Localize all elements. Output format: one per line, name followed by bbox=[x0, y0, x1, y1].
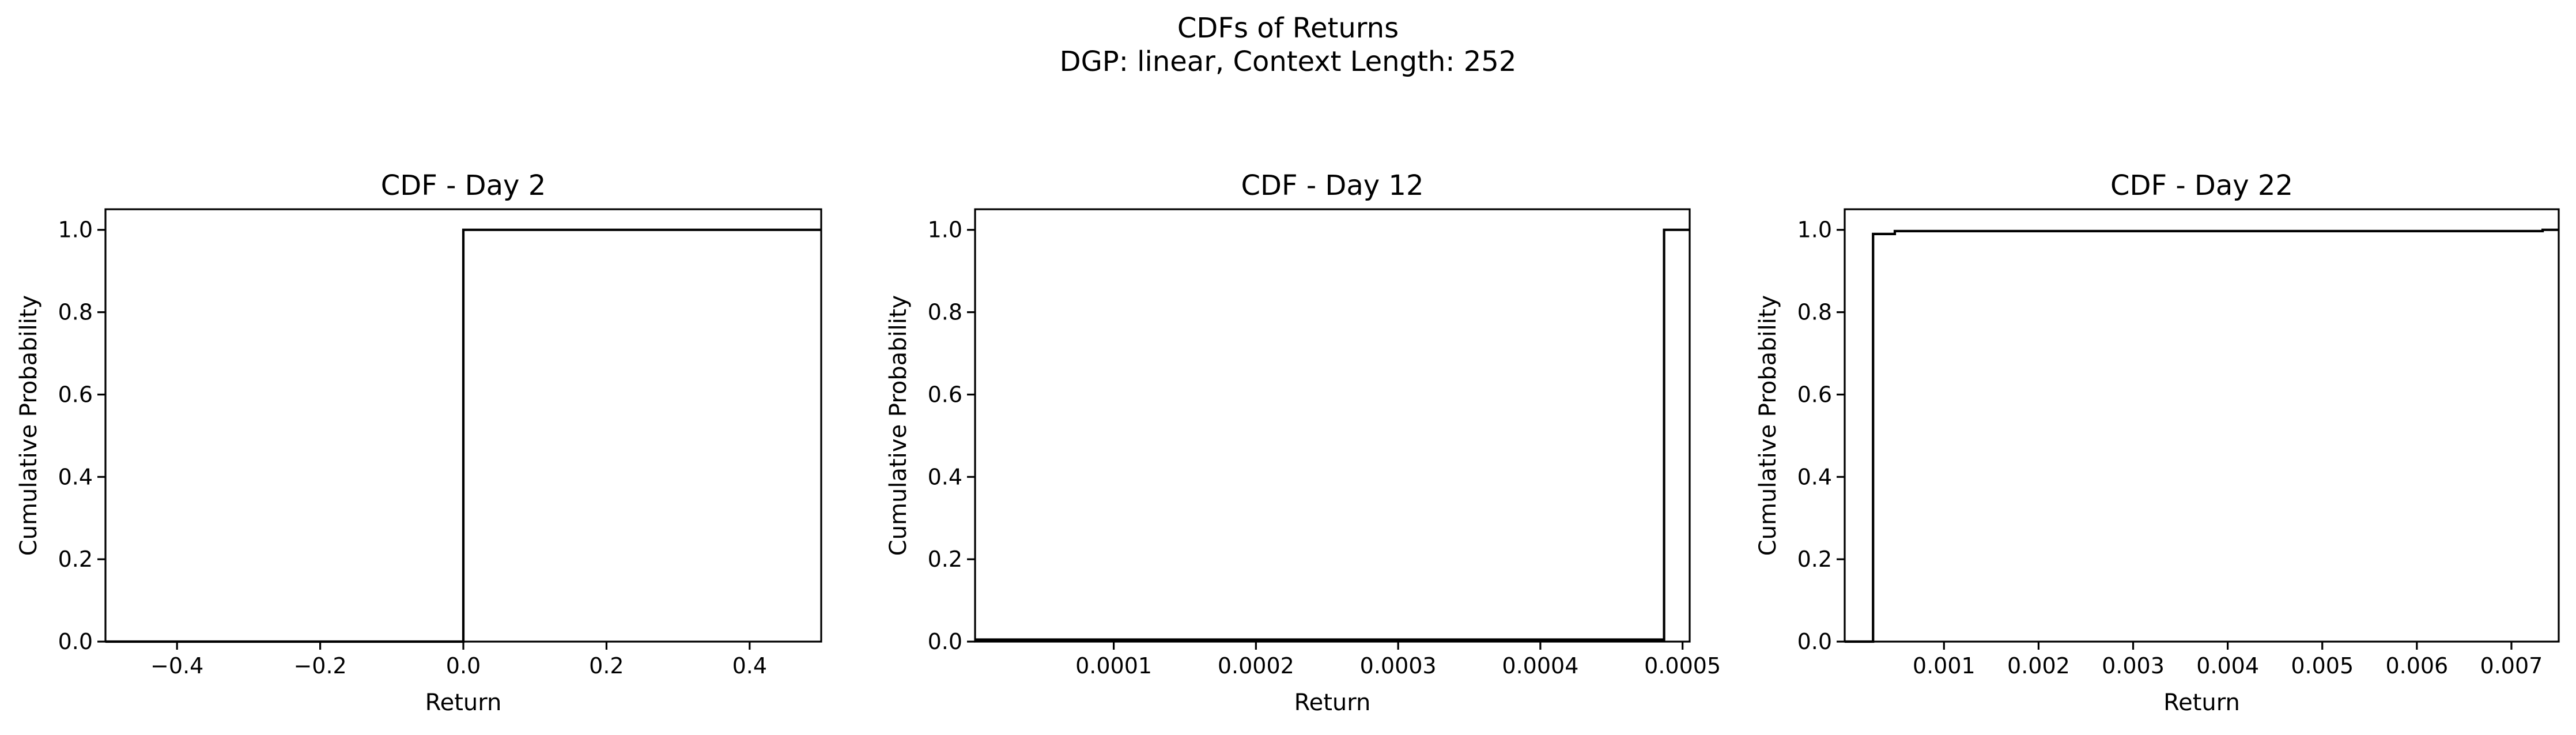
x-tick-label: 0.0001 bbox=[1075, 653, 1152, 679]
x-tick-label: 0.4 bbox=[732, 653, 767, 679]
y-tick-label: 0.0 bbox=[58, 629, 93, 654]
panel-title: CDF - Day 2 bbox=[381, 169, 546, 202]
y-axis-label: Cumulative Probability bbox=[885, 295, 912, 556]
y-tick-label: 1.0 bbox=[1797, 217, 1832, 243]
x-tick-label: 0.0 bbox=[446, 653, 481, 679]
y-axis-label: Cumulative Probability bbox=[1755, 295, 1781, 556]
chart-panels: −0.4 −0.2 0.0 0.2 0.4 0.0 0.2 0.4 0.6 0.8 1.0 CDF -… bbox=[16, 169, 2560, 716]
x-axis-label: Return bbox=[2163, 689, 2240, 716]
y-tick-label: 0.2 bbox=[1797, 546, 1832, 572]
x-tick-label: 0.2 bbox=[589, 653, 624, 679]
y-tick-label: 0.4 bbox=[58, 464, 93, 489]
x-tick-label: 0.0002 bbox=[1218, 653, 1294, 679]
y-tick-label: 1.0 bbox=[928, 217, 962, 243]
y-tick-label: 0.0 bbox=[1797, 629, 1832, 654]
panel-2: 0.0001 0.0002 0.0003 0.0004 0.0005 0.0 0.2 0.4 0… bbox=[885, 169, 1721, 716]
x-tick-label: −0.2 bbox=[293, 653, 346, 679]
x-axis-label: Return bbox=[425, 689, 502, 716]
y-tick-label: 0.8 bbox=[58, 300, 93, 325]
x-tick-label: 0.0003 bbox=[1360, 653, 1437, 679]
y-tick-label: 0.6 bbox=[928, 382, 962, 407]
panel-title: CDF - Day 22 bbox=[2110, 169, 2293, 202]
y-tick-label: 0.6 bbox=[58, 382, 93, 407]
y-tick-label: 1.0 bbox=[58, 217, 93, 243]
axes-frame bbox=[974, 208, 1691, 643]
y-tick-label: 0.8 bbox=[1797, 300, 1832, 325]
panel-1: −0.4 −0.2 0.0 0.2 0.4 0.0 0.2 0.4 0.6 0.8 1.0 CDF -… bbox=[16, 169, 822, 716]
x-tick-label: 0.002 bbox=[2007, 653, 2070, 679]
cdf-step-line bbox=[975, 228, 1690, 641]
panel-3: 0.001 0.002 0.003 0.004 0.005 0.006 0.007 0.0 0.… bbox=[1755, 169, 2560, 716]
y-tick-label: 0.4 bbox=[928, 464, 962, 489]
x-tick-label: 0.007 bbox=[2480, 653, 2543, 679]
panel-title: CDF - Day 12 bbox=[1241, 169, 1423, 202]
y-tick-label: 0.0 bbox=[928, 629, 962, 654]
x-tick-label: 0.0004 bbox=[1502, 653, 1578, 679]
figure-title-line2: DGP: linear, Context Length: 252 bbox=[1060, 46, 1517, 78]
y-tick-label: 0.8 bbox=[928, 300, 962, 325]
y-tick-label: 0.4 bbox=[1797, 464, 1832, 489]
x-axis-label: Return bbox=[1294, 689, 1371, 716]
figure-title-line1: CDFs of Returns bbox=[1177, 12, 1399, 44]
x-tick-label: −0.4 bbox=[150, 653, 203, 679]
x-tick-label: 0.005 bbox=[2291, 653, 2354, 679]
y-tick-label: 0.2 bbox=[58, 546, 93, 572]
y-axis-label: Cumulative Probability bbox=[16, 295, 42, 556]
axes-frame bbox=[1844, 208, 2560, 643]
x-tick-label: 0.003 bbox=[2102, 653, 2165, 679]
cdf-step-line bbox=[1845, 228, 2559, 643]
x-tick-label: 0.001 bbox=[1913, 653, 1976, 679]
x-tick-label: 0.004 bbox=[2196, 653, 2259, 679]
y-tick-label: 0.6 bbox=[1797, 382, 1832, 407]
y-tick-label: 0.2 bbox=[928, 546, 962, 572]
x-tick-label: 0.006 bbox=[2385, 653, 2448, 679]
x-tick-label: 0.0005 bbox=[1644, 653, 1721, 679]
